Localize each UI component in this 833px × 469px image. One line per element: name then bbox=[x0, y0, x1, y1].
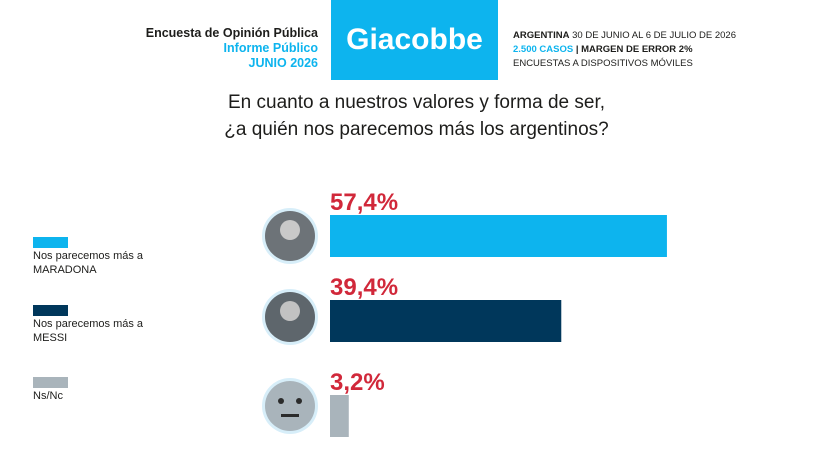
chart-title: En cuanto a nuestros valores y forma de … bbox=[0, 89, 833, 143]
avatar-messi bbox=[262, 289, 318, 345]
report-type: Informe Público bbox=[223, 41, 318, 55]
legend-swatch bbox=[33, 305, 68, 316]
neutral-face bbox=[265, 381, 315, 431]
bar bbox=[330, 395, 349, 437]
legend-label: Nos parecemos más a MARADONA bbox=[33, 250, 144, 276]
report-date: JUNIO 2026 bbox=[248, 56, 318, 70]
mouth bbox=[281, 414, 299, 417]
eye bbox=[296, 398, 302, 404]
title-line: En cuanto a nuestros valores y forma de … bbox=[227, 92, 606, 113]
survey-name: Encuesta de Opinión Pública bbox=[145, 26, 318, 40]
header-left: Encuesta de Opinión Pública Informe Públ… bbox=[146, 26, 318, 71]
value-label: 3,2% bbox=[330, 369, 385, 396]
survey-method: ENCUESTAS A DISPOSITIVOS MÓVILES bbox=[513, 58, 693, 69]
country: ARGENTINA bbox=[513, 30, 570, 41]
legend-label: Ns/Nc bbox=[33, 390, 63, 402]
bar bbox=[330, 300, 562, 342]
survey-place-date: ARGENTINA 30 DE JUNIO AL 6 DE JULIO DE 2… bbox=[513, 29, 736, 43]
avatar-face bbox=[280, 301, 300, 321]
bar bbox=[330, 215, 667, 257]
eye bbox=[278, 398, 284, 404]
survey-sample: 2.500 CASOS | MARGEN DE ERROR 2% bbox=[513, 43, 736, 57]
legend-swatch bbox=[33, 377, 68, 388]
avatar-maradona bbox=[262, 208, 318, 264]
value-label: 39,4% bbox=[330, 274, 398, 301]
avatar-face bbox=[280, 220, 300, 240]
value-label: 57,4% bbox=[330, 189, 398, 216]
title-line: ¿a quién nos parecemos más los argentino… bbox=[224, 119, 609, 140]
avatar-neutral bbox=[262, 378, 318, 434]
dates: 30 DE JUNIO AL 6 DE JULIO DE 2026 bbox=[572, 30, 736, 41]
legend-swatch bbox=[33, 237, 68, 248]
cases: 2.500 CASOS bbox=[513, 44, 574, 55]
header-right: ARGENTINA 30 DE JUNIO AL 6 DE JULIO DE 2… bbox=[513, 29, 736, 71]
brand-logo: Giacobbe bbox=[331, 0, 498, 80]
legend-label: Nos parecemos más a MESSI bbox=[33, 318, 144, 344]
error-margin: | MARGEN DE ERROR 2% bbox=[575, 44, 693, 55]
